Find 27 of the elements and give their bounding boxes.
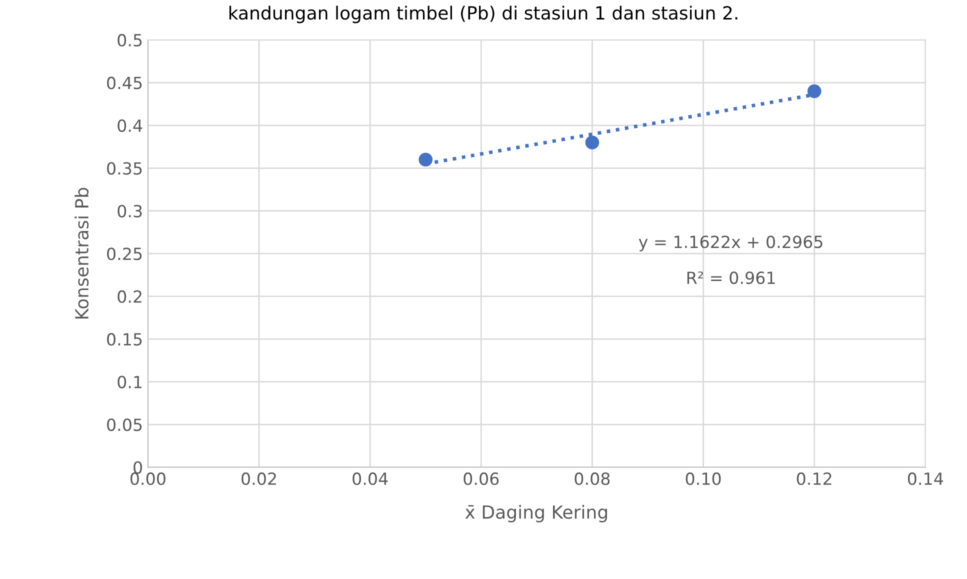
y-tick-label: 0.35 <box>107 162 142 175</box>
y-tick-label: 0.4 <box>118 119 142 132</box>
y-tick-label: 0.45 <box>107 76 142 90</box>
x-axis-title: x̄ Daging Kering <box>465 504 607 522</box>
x-tick-label: 0.02 <box>242 472 276 486</box>
point <box>585 136 600 150</box>
y-axis-title: Konsentrasi Pb <box>74 188 89 319</box>
y-tick-label: 0.25 <box>107 248 142 260</box>
x-tick-label: 0.12 <box>796 472 832 486</box>
x-tick-label: 0.08 <box>574 472 610 486</box>
annotation: R² = 0.961 <box>687 271 775 284</box>
x-tick-label: 0.10 <box>686 472 721 486</box>
y-tick-label: 0.3 <box>118 204 142 218</box>
x-tick-label: 0.04 <box>352 472 388 486</box>
y-tick-label: 0.1 <box>118 376 142 388</box>
y-tick-label: 0.5 <box>118 34 142 47</box>
y-tick-label: 0.05 <box>107 418 142 432</box>
x-tick-label: 0.00 <box>130 472 166 486</box>
y-tick-label: 0.15 <box>107 333 142 346</box>
x-tick-label: 0.06 <box>464 472 499 486</box>
y-tick-label: 0.2 <box>118 290 142 303</box>
x-tick-label: 0.14 <box>908 472 944 486</box>
annotation: y = 1.1622x + 0.2965 <box>638 236 822 252</box>
chart-title: kandungan logam timbel (Pb) di stasiun 1 dan stasiun 2. <box>229 6 738 24</box>
y-tick-label: 0 <box>134 461 142 474</box>
point <box>807 84 822 98</box>
point <box>418 152 433 166</box>
